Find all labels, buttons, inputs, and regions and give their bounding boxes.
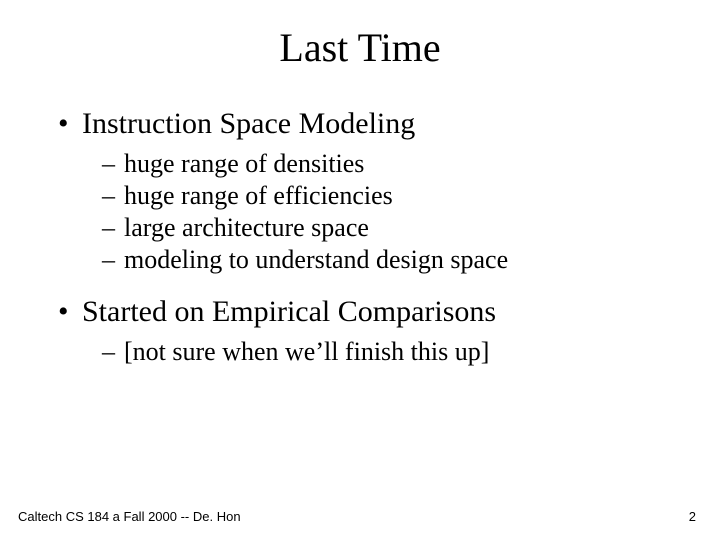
dash-icon: – xyxy=(102,337,124,367)
bullet-level2: – huge range of efficiencies xyxy=(102,181,720,211)
dash-icon: – xyxy=(102,181,124,211)
sub-text: [not sure when we’ll finish this up] xyxy=(124,337,489,367)
bullet-block-1: • Started on Empirical Comparisons – [no… xyxy=(58,295,720,367)
sub-text: large architecture space xyxy=(124,213,369,243)
slide-content: • Instruction Space Modeling – huge rang… xyxy=(0,71,720,367)
sub-text: modeling to understand design space xyxy=(124,245,508,275)
dash-icon: – xyxy=(102,213,124,243)
bullet-level1: • Started on Empirical Comparisons xyxy=(58,295,720,329)
sub-text: huge range of densities xyxy=(124,149,364,179)
bullet-text: Instruction Space Modeling xyxy=(82,107,415,141)
dash-icon: – xyxy=(102,245,124,275)
slide: Last Time • Instruction Space Modeling –… xyxy=(0,0,720,540)
bullet-level1: • Instruction Space Modeling xyxy=(58,107,720,141)
footer-left: Caltech CS 184 a Fall 2000 -- De. Hon xyxy=(18,509,241,524)
bullet-icon: • xyxy=(58,107,82,141)
bullet-level2: – [not sure when we’ll finish this up] xyxy=(102,337,720,367)
bullet-block-0: • Instruction Space Modeling – huge rang… xyxy=(58,107,720,275)
bullet-level2: – huge range of densities xyxy=(102,149,720,179)
bullet-level2: – modeling to understand design space xyxy=(102,245,720,275)
bullet-icon: • xyxy=(58,295,82,329)
slide-title: Last Time xyxy=(0,0,720,71)
bullet-text: Started on Empirical Comparisons xyxy=(82,295,496,329)
bullet-level2: – large architecture space xyxy=(102,213,720,243)
footer-page-number: 2 xyxy=(689,509,696,524)
dash-icon: – xyxy=(102,149,124,179)
sub-text: huge range of efficiencies xyxy=(124,181,393,211)
